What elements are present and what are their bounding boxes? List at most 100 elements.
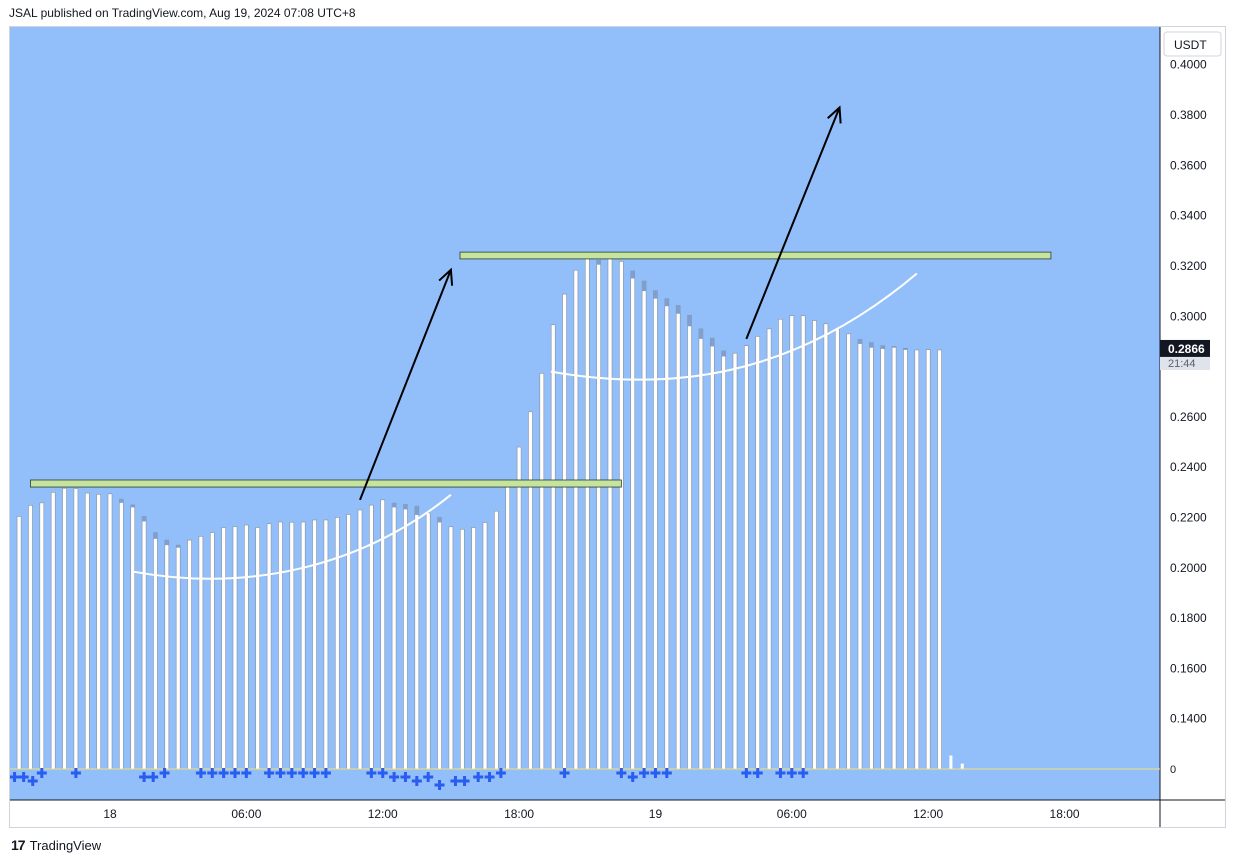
signal-marker <box>389 772 400 782</box>
price-bar-wick <box>869 342 874 348</box>
price-bar <box>414 505 420 770</box>
signal-marker <box>473 772 484 782</box>
signal-marker <box>786 768 797 778</box>
signal-marker <box>495 768 506 778</box>
signal-marker <box>434 780 445 790</box>
price-tick-label: 0.1800 <box>1170 611 1207 625</box>
price-tick-label: 0.2200 <box>1170 510 1207 524</box>
signal-marker <box>484 772 495 782</box>
signal-marker <box>400 772 411 782</box>
price-bar <box>834 328 840 770</box>
price-bars <box>16 253 942 770</box>
price-bar <box>721 350 726 770</box>
price-bar <box>482 522 488 770</box>
volume-bar <box>949 755 953 769</box>
price-bar-wick <box>142 516 147 522</box>
signal-marker <box>366 768 377 778</box>
trend-arrows[interactable] <box>359 105 842 501</box>
signal-marker <box>70 768 81 778</box>
price-bar <box>334 517 340 770</box>
signal-marker <box>275 768 286 778</box>
price-bar <box>539 373 545 770</box>
price-bar <box>175 544 181 770</box>
price-bar <box>755 336 761 770</box>
price-bar <box>494 510 499 770</box>
price-tick-label: 0.1400 <box>1170 712 1207 726</box>
price-tick-label: 0.4000 <box>1170 58 1207 72</box>
signal-marker <box>264 768 275 778</box>
signal-marker <box>411 776 422 786</box>
price-bar-wick <box>698 328 703 339</box>
time-tick-label: 12:00 <box>913 807 943 821</box>
footer: 17 TradingView <box>11 837 101 853</box>
resistance-zones[interactable] <box>30 251 1052 488</box>
tradingview-logo-icon: 17 <box>11 837 26 853</box>
price-bar <box>812 320 817 770</box>
price-bar <box>698 328 704 770</box>
time-axis-background[interactable] <box>10 800 1160 827</box>
price-bar-wick <box>403 504 408 510</box>
price-tick-label: 0.2600 <box>1170 410 1207 424</box>
signal-marker <box>309 768 320 778</box>
price-bar <box>937 349 942 770</box>
price-bar <box>448 526 454 770</box>
price-tick-label: 0.3600 <box>1170 158 1207 172</box>
time-tick-label: 06:00 <box>777 807 807 821</box>
price-bar-wick <box>687 315 692 327</box>
signal-marker <box>459 776 470 786</box>
price-axis-background[interactable] <box>1160 27 1225 827</box>
signal-marker <box>741 768 752 778</box>
last-price-tag: 0.2866 21:44 <box>1160 339 1210 370</box>
price-tick-label: 0.3200 <box>1170 259 1207 273</box>
price-tick-label: 0.2000 <box>1170 561 1207 575</box>
arrow-head <box>827 105 842 124</box>
signal-marker <box>616 768 627 778</box>
signal-markers <box>10 768 809 790</box>
price-bar <box>846 333 851 770</box>
time-tick-label: 18:00 <box>1050 807 1080 821</box>
brand-name: TradingView <box>29 837 102 853</box>
price-bar <box>505 486 511 770</box>
price-bar <box>403 504 408 770</box>
price-bar <box>141 516 147 770</box>
price-bar <box>39 502 45 770</box>
currency-label: USDT <box>1174 38 1207 52</box>
rounding-curves[interactable] <box>132 272 918 580</box>
price-bar <box>289 521 295 770</box>
price-bar <box>800 315 806 770</box>
price-chart[interactable]: 0.4000 0.3800 0.3600 0.3400 0.3200 0.3000 0.26… <box>10 27 1225 827</box>
signal-marker <box>148 772 159 782</box>
price-bar <box>28 505 33 770</box>
price-tick-label: 0.2400 <box>1170 460 1207 474</box>
price-bar <box>891 346 897 770</box>
price-axis-ticks: 0.4000 0.3800 0.3600 0.3400 0.3200 0.3000 0.26… <box>1170 58 1207 726</box>
price-bar <box>164 539 170 770</box>
price-bar <box>323 519 329 770</box>
price-bar <box>903 347 908 770</box>
price-bar <box>596 260 601 770</box>
rounding-curve <box>132 494 452 580</box>
countdown-label: 21:44 <box>1168 358 1196 370</box>
price-bar <box>653 290 658 770</box>
price-bar <box>528 411 533 770</box>
resistance-zone <box>459 251 1052 260</box>
time-tick-label: 12:00 <box>368 807 398 821</box>
price-bar-wick <box>903 348 908 350</box>
price-bar <box>62 487 67 770</box>
price-bar <box>459 528 465 770</box>
chart-frame[interactable]: 0.4000 0.3800 0.3600 0.3400 0.3200 0.3000 0.26… <box>9 26 1226 828</box>
price-bar <box>209 532 215 770</box>
price-bar <box>255 527 261 770</box>
price-bar <box>516 446 522 770</box>
price-bar <box>778 318 783 770</box>
signal-marker <box>298 768 309 778</box>
price-bar-wick <box>153 532 158 539</box>
currency-badge[interactable]: USDT <box>1163 31 1222 57</box>
price-bar <box>630 270 636 770</box>
signal-marker <box>218 768 229 778</box>
signal-marker <box>775 768 786 778</box>
signal-marker <box>798 768 809 778</box>
price-bar <box>96 494 101 770</box>
price-bar <box>73 488 79 770</box>
price-bar <box>709 337 715 770</box>
